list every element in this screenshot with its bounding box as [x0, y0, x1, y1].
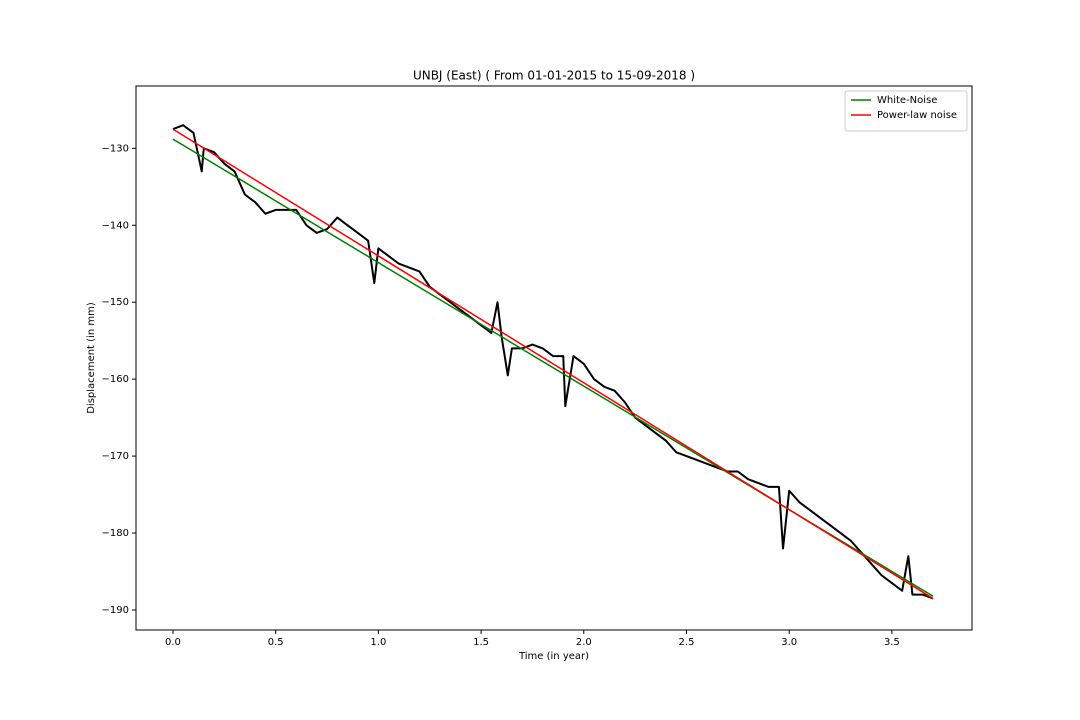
plot-frame — [135, 85, 973, 631]
legend-label: Power-law noise — [877, 110, 957, 121]
series-line — [172, 128, 934, 600]
legend: White-Noise Power-law noise — [844, 90, 968, 132]
legend-label: White-Noise — [877, 95, 937, 106]
x-tick-label: 3.0 — [781, 637, 797, 648]
y-tick-label: −170 — [102, 451, 129, 462]
x-tick-label: 1.0 — [370, 637, 386, 648]
x-tick-label: 1.5 — [473, 637, 489, 648]
y-tick-label: −190 — [102, 605, 129, 616]
y-tick-label: −160 — [102, 374, 129, 385]
y-tick-label: −140 — [102, 220, 129, 231]
y-tick-label: −180 — [102, 528, 129, 539]
chart-title: UNBJ (East) ( From 01-01-2015 to 15-09-2… — [413, 69, 695, 83]
y-tick-label: −150 — [102, 297, 129, 308]
x-axis-label: Time (in year) — [518, 651, 589, 662]
y-axis-label: Displacement (in mm) — [86, 302, 97, 414]
x-tick-label: 2.5 — [679, 637, 695, 648]
legend-box — [844, 90, 968, 132]
y-tick-label: −130 — [102, 143, 129, 154]
x-tick-label: 3.5 — [884, 637, 900, 648]
x-tick-label: 0.0 — [165, 637, 181, 648]
x-tick-label: 2.0 — [576, 637, 592, 648]
x-tick-label: 0.5 — [268, 637, 284, 648]
series-line — [172, 124, 934, 600]
